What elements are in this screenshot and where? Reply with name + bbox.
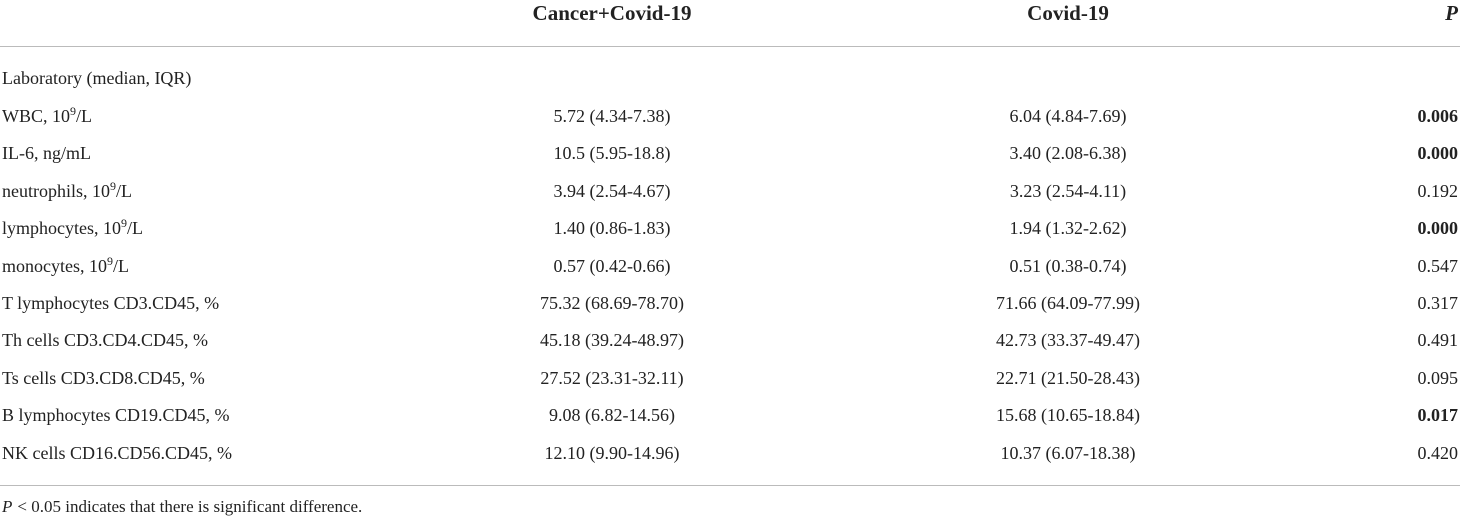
table-cell: 0.192 xyxy=(1417,180,1459,201)
row-label: monocytes, 109/L xyxy=(2,255,129,277)
row-unit: /L xyxy=(113,255,129,276)
table-cell: 6.04 (4.84-7.69) xyxy=(1009,106,1127,126)
table-cell: 15.68 (10.65-18.84) xyxy=(996,405,1140,426)
row-name: Ts cells CD3.CD8.CD45, % xyxy=(2,367,205,388)
row-name: neutrophils, 10 xyxy=(2,180,110,201)
row-label: B lymphocytes CD19.CD45, % xyxy=(2,404,230,426)
row-name: NK cells CD16.CD56.CD45, % xyxy=(2,442,232,463)
row-name: B lymphocytes CD19.CD45, % xyxy=(2,405,230,426)
column-header: P xyxy=(1445,1,1458,25)
footer-rule xyxy=(0,485,1460,486)
table-cell: 0.095 xyxy=(1417,367,1459,388)
column-header: Covid-19 xyxy=(1027,1,1109,25)
row-label: WBC, 109/L xyxy=(2,105,92,127)
table-cell: 0.006 xyxy=(1417,106,1459,126)
table-cell: 1.94 (1.32-2.62) xyxy=(1009,218,1127,239)
table-cell: 45.18 (39.24-48.97) xyxy=(540,330,684,351)
row-label: Th cells CD3.CD4.CD45, % xyxy=(2,329,208,351)
row-name: WBC, 10 xyxy=(2,106,71,126)
row-label: lymphocytes, 109/L xyxy=(2,217,143,239)
header-rule xyxy=(0,46,1460,47)
table-cell: 3.94 (2.54-4.67) xyxy=(553,180,671,201)
row-label: IL-6, ng/mL xyxy=(2,142,91,164)
table-cell: 12.10 (9.90-14.96) xyxy=(544,442,680,463)
row-unit: /L xyxy=(116,180,132,201)
table-cell: 9.08 (6.82-14.56) xyxy=(549,405,675,426)
table-cell: 1.40 (0.86-1.83) xyxy=(553,218,671,239)
table-cell: 3.23 (2.54-4.11) xyxy=(1009,180,1127,201)
table-cell: 0.547 xyxy=(1417,255,1459,276)
table-cell: 42.73 (33.37-49.47) xyxy=(996,330,1140,351)
table-cell: 0.420 xyxy=(1417,442,1459,463)
table-cell: 0.317 xyxy=(1417,293,1459,313)
row-name: monocytes, 10 xyxy=(2,255,107,276)
row-superscript: 9 xyxy=(110,178,116,193)
footnote: P < 0.05 indicates that there is signific… xyxy=(2,496,362,518)
column-header: Cancer+Covid-19 xyxy=(532,1,692,25)
table-cell: 0.017 xyxy=(1417,405,1459,426)
footnote-italic: P xyxy=(2,497,13,516)
row-label: neutrophils, 109/L xyxy=(2,180,132,202)
table-cell: 3.40 (2.08-6.38) xyxy=(1009,143,1127,164)
row-superscript: 9 xyxy=(121,216,127,231)
row-unit: /L xyxy=(76,106,93,126)
table-cell: 22.71 (21.50-28.43) xyxy=(996,367,1140,388)
table-cell: 75.32 (68.69-78.70) xyxy=(540,293,684,313)
row-unit: /L xyxy=(127,218,143,239)
table-cell: 0.51 (0.38-0.74) xyxy=(1009,255,1127,276)
row-superscript: 9 xyxy=(70,104,77,118)
row-name: lymphocytes, 10 xyxy=(2,218,121,239)
row-label: T lymphocytes CD3.CD45, % xyxy=(2,292,219,314)
table-cell: 0.000 xyxy=(1417,218,1459,239)
row-superscript: 9 xyxy=(107,253,113,268)
table-cell: 0.491 xyxy=(1417,330,1459,351)
table-cell: 10.37 (6.07-18.38) xyxy=(1000,442,1136,463)
row-name: Th cells CD3.CD4.CD45, % xyxy=(2,330,208,351)
table-cell: 71.66 (64.09-77.99) xyxy=(996,293,1140,313)
row-name: T lymphocytes CD3.CD45, % xyxy=(2,293,220,313)
footnote-text: < 0.05 indicates that there is significa… xyxy=(17,497,363,516)
table-cell: 27.52 (23.31-32.11) xyxy=(540,367,684,388)
row-label: Ts cells CD3.CD8.CD45, % xyxy=(2,367,205,389)
table-cell: 0.57 (0.42-0.66) xyxy=(553,255,671,276)
section-label: Laboratory (median, IQR) xyxy=(2,68,192,88)
table-cell: 5.72 (4.34-7.38) xyxy=(553,106,671,126)
table-cell: 0.000 xyxy=(1417,143,1459,164)
row-label: NK cells CD16.CD56.CD45, % xyxy=(2,442,232,464)
row-name: IL-6, ng/mL xyxy=(2,143,91,164)
table-cell: 10.5 (5.95-18.8) xyxy=(553,143,671,164)
